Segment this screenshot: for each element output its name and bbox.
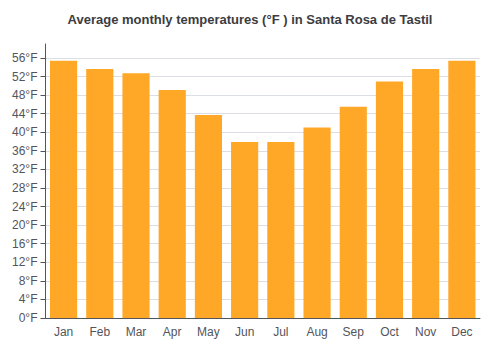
svg-text:8°F: 8°F bbox=[19, 274, 38, 288]
svg-text:May: May bbox=[197, 325, 220, 339]
svg-text:52°F: 52°F bbox=[12, 70, 37, 84]
svg-text:48°F: 48°F bbox=[12, 88, 37, 102]
svg-text:Feb: Feb bbox=[89, 325, 110, 339]
svg-text:Jan: Jan bbox=[54, 325, 73, 339]
svg-text:Apr: Apr bbox=[163, 325, 182, 339]
svg-text:20°F: 20°F bbox=[12, 218, 37, 232]
svg-text:Dec: Dec bbox=[451, 325, 472, 339]
svg-text:12°F: 12°F bbox=[12, 255, 37, 269]
svg-text:32°F: 32°F bbox=[12, 162, 37, 176]
svg-text:36°F: 36°F bbox=[12, 144, 37, 158]
svg-text:44°F: 44°F bbox=[12, 107, 37, 121]
svg-text:24°F: 24°F bbox=[12, 200, 37, 214]
svg-text:16°F: 16°F bbox=[12, 237, 37, 251]
svg-text:Oct: Oct bbox=[380, 325, 399, 339]
svg-text:28°F: 28°F bbox=[12, 181, 37, 195]
svg-text:Sep: Sep bbox=[343, 325, 365, 339]
svg-text:4°F: 4°F bbox=[19, 292, 38, 306]
svg-text:56°F: 56°F bbox=[12, 51, 37, 65]
svg-text:Jun: Jun bbox=[235, 325, 254, 339]
svg-text:Mar: Mar bbox=[126, 325, 147, 339]
svg-text:Jul: Jul bbox=[273, 325, 288, 339]
svg-text:Average monthly temperatures (: Average monthly temperatures (°F ) in Sa… bbox=[68, 12, 433, 27]
svg-text:40°F: 40°F bbox=[12, 125, 37, 139]
svg-text:Nov: Nov bbox=[415, 325, 436, 339]
svg-text:Aug: Aug bbox=[306, 325, 327, 339]
svg-text:0°F: 0°F bbox=[19, 311, 38, 325]
